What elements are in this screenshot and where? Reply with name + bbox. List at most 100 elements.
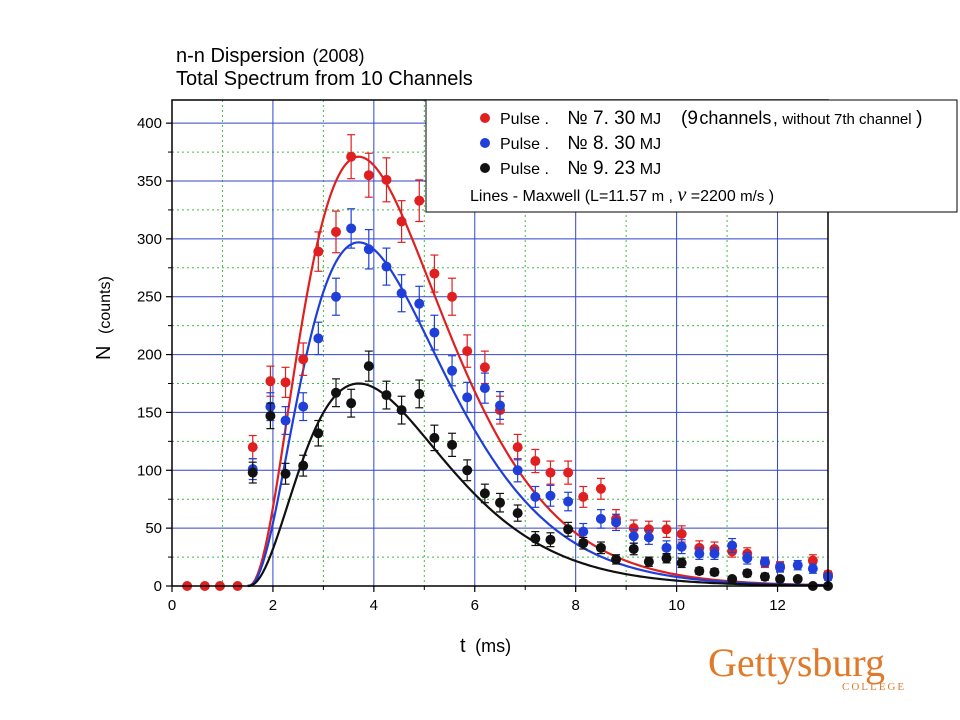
data-point [381, 390, 392, 401]
data-point [792, 560, 803, 571]
y-tick-label: 0 [154, 578, 162, 595]
data-point [331, 291, 341, 302]
data-point [462, 465, 473, 476]
logo-wordmark: Gettysburg [708, 640, 885, 685]
data-point [512, 442, 523, 453]
legend-entry-pulse-8: Pulse . № 8. 30 MJ [480, 133, 661, 154]
data-point [694, 548, 705, 559]
x-axis-label: t (ms) [460, 635, 511, 657]
data-point [611, 517, 622, 528]
y-tick-label: 400 [137, 115, 162, 132]
data-point [709, 548, 720, 559]
data-point [447, 291, 458, 302]
data-point [578, 538, 589, 549]
data-point [313, 428, 324, 439]
data-point [661, 553, 672, 564]
data-point [363, 244, 374, 255]
fit-curves [247, 155, 826, 588]
data-point [742, 568, 753, 579]
data-point [643, 556, 654, 567]
data-point [396, 405, 407, 416]
logo-subtext: COLLEGE [842, 681, 906, 693]
data-point [429, 432, 440, 443]
chart-title: n-n Dispersion (2008) [176, 45, 365, 67]
data-point [313, 333, 324, 344]
x-tick-label: 6 [471, 597, 479, 614]
data-point [807, 563, 818, 574]
legend-note-pulse-7: (9 channels , without 7th channel ) [681, 108, 922, 129]
data-point [563, 524, 574, 535]
data-point [759, 556, 770, 567]
data-point [578, 491, 589, 502]
data-point [280, 377, 291, 388]
data-point [462, 392, 473, 403]
fit-curve-7 [247, 155, 826, 588]
data-point [530, 456, 541, 467]
y-axis: 0 50 100 150 200 250 300 350 400 [137, 115, 172, 595]
data-point [676, 557, 687, 568]
legend-label-pulse-9: Pulse . № 9. 23 MJ [500, 158, 661, 179]
data-point [792, 574, 803, 585]
gettysburg-college-logo: Gettysburg COLLEGE [708, 640, 906, 693]
data-point [479, 383, 490, 394]
legend-marker-pulse-7 [480, 113, 490, 123]
y-tick-label: 50 [145, 520, 162, 537]
legend-entry-pulse-9: Pulse . № 9. 23 MJ [480, 158, 661, 179]
x-tick-label: 0 [168, 597, 176, 614]
data-point [512, 465, 523, 476]
data-point [346, 151, 357, 162]
legend-marker-pulse-9 [480, 163, 490, 173]
data-point [661, 542, 672, 553]
data-point [280, 415, 291, 426]
data-point [298, 401, 309, 412]
x-tick-label: 10 [668, 597, 685, 614]
x-tick-label: 4 [370, 597, 378, 614]
data-point [759, 571, 770, 582]
data-point [363, 170, 374, 181]
data-point [611, 554, 622, 565]
data-point [346, 223, 357, 234]
data-point [447, 439, 458, 450]
data-point [545, 467, 556, 478]
data-point [676, 541, 687, 552]
data-point [595, 542, 606, 553]
data-point [414, 388, 425, 399]
data-points [182, 134, 833, 591]
data-point [545, 490, 556, 501]
y-tick-label: 350 [137, 173, 162, 190]
data-point [775, 562, 786, 573]
x-axis: 0 2 4 6 8 10 12 [168, 586, 786, 614]
fit-curve-9 [247, 382, 826, 588]
data-point [495, 497, 505, 508]
data-point [298, 354, 309, 365]
y-tick-label: 150 [137, 404, 162, 421]
data-point [694, 565, 705, 576]
data-point [628, 543, 639, 554]
data-point [807, 555, 818, 566]
data-point [346, 398, 357, 409]
data-point [396, 288, 407, 299]
data-point [530, 491, 541, 502]
y-tick-label: 100 [137, 462, 162, 479]
data-point [643, 524, 654, 535]
x-tick-label: 12 [769, 597, 786, 614]
x-tick-label: 2 [269, 597, 277, 614]
data-point [676, 528, 687, 539]
data-point [331, 226, 341, 237]
series-pulse-9 [247, 350, 833, 591]
data-point [727, 540, 738, 551]
data-point [429, 327, 440, 338]
data-point [280, 468, 291, 479]
data-point [661, 524, 672, 535]
data-point [495, 400, 505, 411]
plot-grid [172, 100, 828, 586]
data-point [381, 174, 392, 185]
data-point [363, 361, 374, 372]
data-point [265, 376, 276, 387]
legend-label-pulse-7: Pulse . № 7. 30 MJ [500, 108, 661, 129]
data-point [727, 574, 738, 585]
data-point [381, 261, 392, 272]
data-point [595, 513, 606, 524]
data-point [512, 508, 523, 519]
data-point [578, 526, 589, 537]
